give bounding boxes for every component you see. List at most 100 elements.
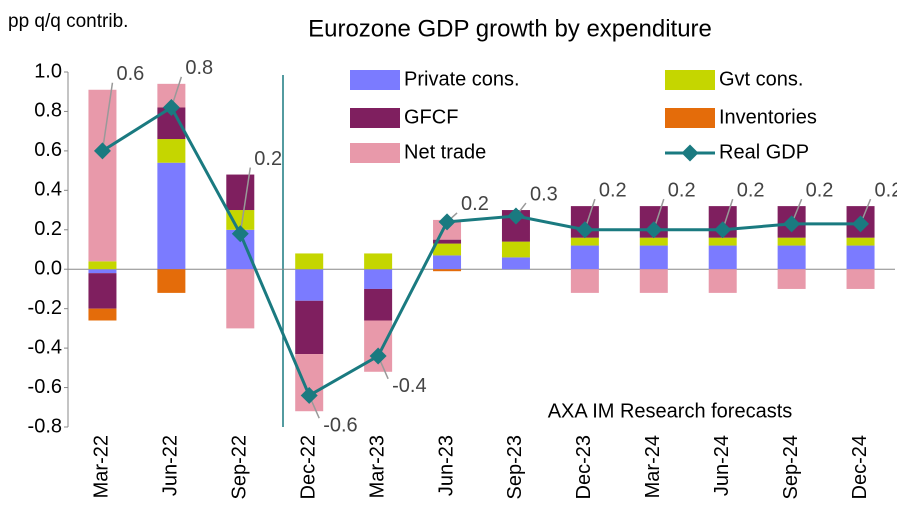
legend-swatch	[665, 70, 715, 90]
marker	[714, 221, 732, 239]
marker	[645, 221, 663, 239]
data-label: 0.2	[254, 148, 282, 170]
marker	[300, 386, 318, 404]
bar-segment	[364, 269, 393, 289]
data-label: 0.6	[116, 63, 144, 85]
bar-segment	[226, 174, 255, 211]
x-tick-label: Dec-23	[573, 435, 595, 499]
data-label: 0.2	[668, 179, 696, 201]
bar-segment	[88, 89, 117, 262]
x-tick-label: Sep-23	[504, 435, 526, 500]
bar-segment	[364, 288, 393, 321]
data-label: 0.2	[599, 179, 627, 201]
bar-segment	[639, 245, 668, 270]
data-label: 0.2	[806, 179, 834, 201]
bar-segment	[708, 237, 737, 246]
bar-segment	[639, 269, 668, 293]
legend-label: Inventories	[719, 106, 817, 128]
leader-line	[239, 167, 252, 234]
x-tick-label: Sep-24	[780, 435, 802, 500]
marker	[369, 347, 387, 365]
bar-segment	[88, 269, 117, 274]
bar-segment	[88, 308, 117, 321]
x-tick-label: Dec-24	[849, 435, 871, 499]
marker	[852, 215, 870, 233]
legend-label: Real GDP	[719, 141, 809, 163]
y-tick-label: 0.2	[34, 218, 62, 240]
bar-segment	[433, 269, 462, 272]
bar-segment	[777, 237, 806, 246]
bar-segment	[433, 255, 462, 270]
bar-segment	[639, 237, 668, 246]
marker	[162, 99, 180, 116]
bar-segment	[433, 239, 462, 244]
bar-segment	[295, 300, 324, 355]
y-tick-label: -0.2	[28, 297, 62, 319]
bar-segment	[777, 245, 806, 270]
leader-line	[101, 82, 114, 151]
legend-label: Private cons.	[404, 68, 520, 90]
bar-segment	[157, 162, 186, 270]
x-tick-label: Mar-24	[642, 435, 664, 498]
bar-segment	[295, 269, 324, 301]
x-tick-label: Jun-23	[435, 435, 457, 496]
bar-segment	[708, 269, 737, 293]
bar-segment	[157, 83, 186, 108]
bar-segment	[295, 253, 324, 270]
x-tick-label: Jun-22	[160, 435, 182, 496]
bar-segment	[157, 139, 186, 163]
y-tick-label: 1.0	[34, 60, 62, 82]
bar-segment	[570, 245, 599, 270]
marker	[783, 215, 801, 233]
legend-label: Gvt cons.	[719, 68, 803, 90]
legend-swatch	[665, 108, 715, 128]
marker	[576, 221, 594, 239]
y-tick-label: 0.4	[34, 179, 62, 201]
legend-swatch	[350, 143, 400, 163]
bar-segment	[364, 253, 393, 270]
line	[101, 105, 861, 398]
y-tick-label: -0.8	[28, 415, 62, 437]
bar-segment	[570, 269, 599, 293]
data-label: 0.8	[185, 57, 213, 79]
x-tick-label: Sep-22	[229, 435, 251, 500]
bar-segment	[501, 257, 530, 270]
marker	[231, 225, 249, 243]
bar-segment	[846, 237, 875, 246]
y-tick-label: 0.0	[34, 258, 62, 280]
marker	[93, 142, 111, 160]
marker	[438, 213, 456, 231]
data-label: 0.3	[530, 183, 558, 205]
bar-segment	[226, 210, 255, 230]
bar-segment	[433, 243, 462, 256]
annotation: AXA IM Research forecasts	[548, 400, 793, 422]
y-tick-label: -0.6	[28, 376, 62, 398]
y-tick-label: 0.6	[34, 139, 62, 161]
bar-segment	[570, 237, 599, 246]
marker	[507, 207, 525, 225]
bar-segment	[846, 245, 875, 270]
data-label: 0.2	[461, 193, 489, 215]
x-tick-label: Mar-23	[366, 435, 388, 498]
x-tick-label: Mar-22	[91, 435, 113, 498]
bar-segment	[777, 269, 806, 289]
data-label: 0.2	[737, 179, 765, 201]
legend-swatch	[350, 70, 400, 90]
bar-segment	[501, 241, 530, 258]
bar-segment	[708, 245, 737, 270]
data-label: 0.2	[875, 179, 897, 201]
chart-title: Eurozone GDP growth by expenditure	[308, 15, 712, 42]
legend-marker	[681, 144, 699, 162]
bar-segment	[88, 261, 117, 270]
legend-label: GFCF	[404, 106, 458, 128]
data-label: -0.6	[323, 415, 357, 437]
bar-segment	[157, 269, 186, 293]
bar-segment	[88, 273, 117, 309]
legend-label: Net trade	[404, 141, 486, 163]
bar-segment	[846, 269, 875, 289]
x-tick-label: Jun-24	[711, 435, 733, 496]
data-label: -0.4	[392, 375, 426, 397]
y-tick-label: -0.4	[28, 336, 62, 358]
